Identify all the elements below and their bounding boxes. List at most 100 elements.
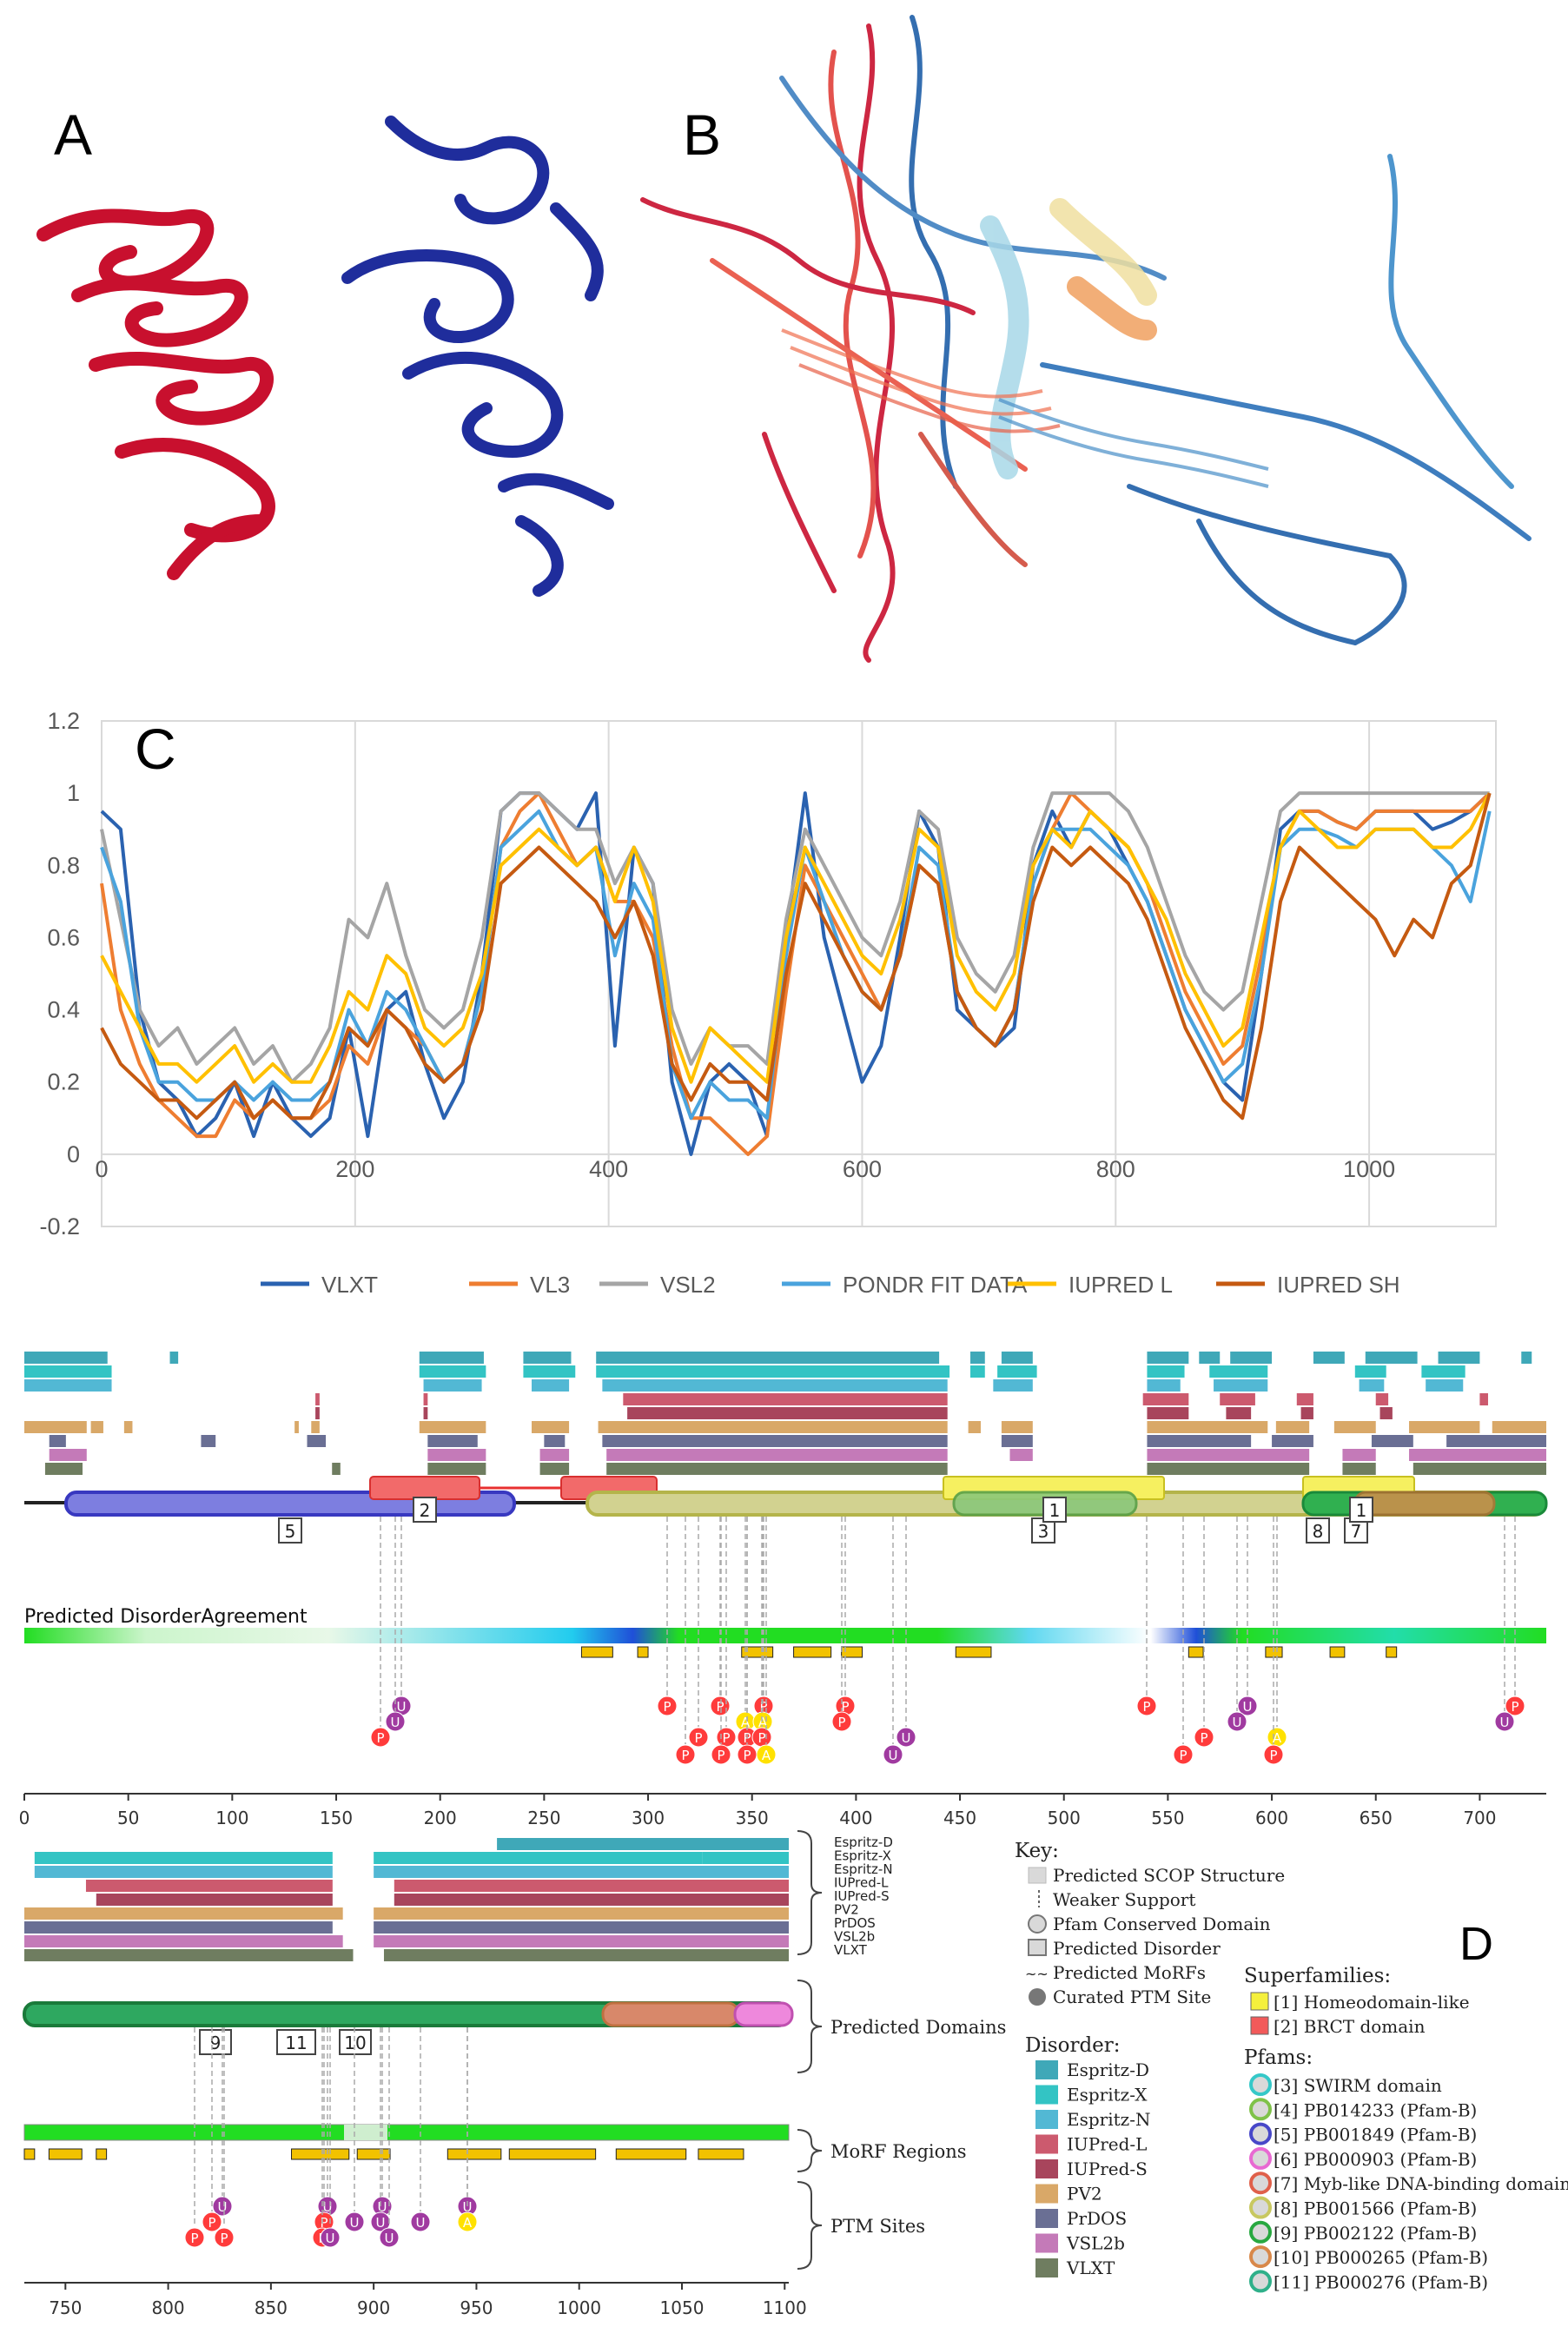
disorder-segment-prdos [1371, 1435, 1413, 1447]
disorder-legend-label: Espritz-N [1067, 2109, 1150, 2130]
top-ptm-sites: UUPPPPAAPPPPPPPAPPUUPUUPAPPPU [370, 1517, 1525, 1765]
disorder-segment-iupred-s [1379, 1407, 1393, 1419]
ptm-site-marker [1505, 1696, 1525, 1716]
disorder-segment-prdos [427, 1435, 478, 1447]
ptm-site-letter: P [1511, 1699, 1518, 1715]
disorder-segment-espritz-n [1426, 1379, 1464, 1392]
axis-tick-label: 350 [736, 1808, 769, 1828]
legend-label: VL3 [530, 1272, 570, 1298]
plot-area-border [101, 720, 1497, 1227]
domain-label: 7 [1351, 1521, 1362, 1542]
disorder-segment-vlxt [606, 1463, 948, 1475]
predictor-label: IUPred-S [834, 1888, 890, 1904]
disorder-segment-espritz-x [1209, 1365, 1268, 1378]
axis-tick-label: 50 [117, 1808, 139, 1828]
pfam-label: [5] PB001849 (Pfam-B) [1274, 2125, 1477, 2145]
axis-tick-label: 500 [1048, 1808, 1081, 1828]
domain-bar-10 [601, 2001, 740, 2027]
morf-region [637, 1646, 649, 1658]
disorder-segment-espritz-x [523, 1365, 576, 1378]
ptm-site-letter: U [385, 2231, 394, 2246]
ptm-site-marker [831, 1711, 852, 1732]
panel-label-c: C [135, 717, 176, 781]
ptm-site-letter: U [350, 2215, 360, 2231]
disorder-swatch [1035, 2159, 1058, 2178]
disorder-segment-espritz-d [1199, 1352, 1221, 1364]
disorder-gap [332, 1921, 374, 1934]
disorder-segment-vsl2b [24, 1935, 789, 1947]
x-tick-label: 800 [1096, 1156, 1135, 1182]
morf-region [955, 1646, 992, 1658]
disorder-segment-vsl2b [1342, 1449, 1376, 1461]
ptm-site-letter: U [323, 2199, 333, 2215]
ptm-site-letter: P [681, 1748, 689, 1763]
disorder-segment-prdos [1001, 1435, 1033, 1447]
domain-label: 10 [344, 2033, 366, 2053]
x-tick-label: 0 [95, 1156, 108, 1182]
superfamily-swatch [1250, 2016, 1269, 2035]
pfam-swatch [1249, 2196, 1272, 2219]
disorder-segment-pv2 [1147, 1421, 1268, 1433]
domain-label-box [276, 2029, 316, 2055]
protein-ensemble-b: B [640, 15, 1532, 663]
morf-region [1188, 1646, 1204, 1658]
disorder-swatch [1035, 2233, 1058, 2253]
disorder-segment-espritz-n [602, 1379, 948, 1392]
axis-tick-label: 200 [424, 1808, 457, 1828]
top-domain-bars [24, 1476, 1548, 1517]
ptm-site-letter: P [190, 2231, 198, 2246]
section-bracket [797, 2181, 823, 2270]
morf-region [698, 2148, 744, 2160]
ptm-site-marker [370, 2211, 391, 2232]
domain-bar-6 [733, 2001, 794, 2027]
disorder-segment-prdos [24, 1921, 789, 1934]
disorder-segment-espritz-x [997, 1365, 1037, 1378]
ptm-site-letter: A [762, 1748, 771, 1763]
series-line-iupred-l [100, 792, 1492, 1084]
domain-label-box [1306, 1517, 1330, 1544]
disorder-segment-pv2 [419, 1421, 486, 1433]
pfam-label: [9] PB002122 (Pfam-B) [1274, 2223, 1477, 2244]
ptm-site-letter: P [1179, 1748, 1187, 1763]
disorder-segment-espritz-d [497, 1838, 789, 1850]
domain-label-box [278, 1517, 302, 1544]
series-line-iupred-sh [100, 792, 1492, 1121]
disorder-segment-pv2 [1001, 1421, 1033, 1433]
disorder-title: Disorder: [1025, 2034, 1121, 2057]
disorder-segment-espritz-d [169, 1352, 179, 1364]
disorder-swatch [1035, 2184, 1058, 2204]
top-disorder-tracks [24, 1352, 1546, 1475]
disorder-segment-pv2 [968, 1421, 981, 1433]
disorder-segment-espritz-x [24, 1365, 112, 1378]
morf-region [23, 2148, 36, 2160]
morf-region [356, 2148, 391, 2160]
y-tick-label: 0.6 [47, 924, 80, 950]
disorder-legend-label: IUPred-L [1067, 2134, 1147, 2155]
ptm-site-marker [711, 1744, 731, 1765]
disorder-segment-pv2 [90, 1421, 103, 1433]
ptm-site-marker [1263, 1744, 1284, 1765]
ptm-site-letter: U [902, 1730, 911, 1746]
morf-region [741, 1646, 774, 1658]
pfam-swatch [1249, 2245, 1272, 2269]
disorder-legend-label: Espritz-X [1067, 2085, 1148, 2106]
disorder-legend-label: VLXT [1066, 2258, 1115, 2278]
disorder-swatch [1035, 2258, 1058, 2277]
ptm-site-marker [896, 1727, 916, 1748]
x-tick-label: 1000 [1343, 1156, 1395, 1182]
disorder-segment-vlxt [44, 1463, 83, 1475]
ptm-site-letter: P [841, 1699, 849, 1715]
ptm-site-letter: P [208, 2215, 215, 2231]
disorder-segment-pv2 [1492, 1421, 1546, 1433]
section-label: Predicted Domains [830, 2017, 1006, 2038]
domain-label-box [1349, 1497, 1373, 1523]
pfam-swatch [1249, 2172, 1272, 2195]
ptm-site-letter: U [1243, 1699, 1253, 1715]
domain-bar-7 [1353, 1491, 1496, 1517]
domain-label: 8 [1313, 1521, 1324, 1542]
ptm-site-letter: U [416, 2215, 426, 2231]
x-tick-label: 200 [335, 1156, 374, 1182]
axis-tick-label: 650 [1360, 1808, 1393, 1828]
